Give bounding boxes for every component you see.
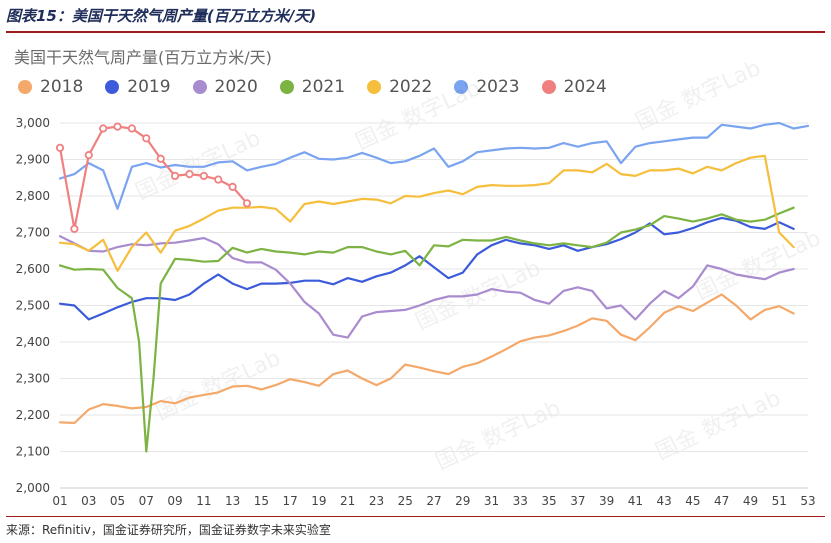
x-tick-label: 07	[139, 494, 154, 508]
data-point-2024	[185, 170, 194, 179]
watermark-text: 国金 数字Lab	[432, 396, 565, 476]
legend-item-2022: 2022	[367, 77, 432, 97]
x-tick-label: 37	[570, 494, 585, 508]
legend-item-2020: 2020	[192, 77, 258, 97]
y-tick-label: 2,300	[16, 372, 50, 386]
chart-title: 美国干天然气周产量(百万立方米/天)	[14, 48, 272, 67]
x-tick-label: 11	[196, 494, 211, 508]
x-tick-label: 51	[772, 494, 787, 508]
legend-item-2018: 2018	[18, 77, 83, 97]
y-tick-label: 2,000	[16, 481, 50, 495]
chart-legend: 2018 2019 2020 2021 2022 2023 2024	[18, 77, 629, 97]
y-tick-label: 2,400	[16, 335, 50, 349]
legend-item-2019: 2019	[105, 77, 171, 97]
legend-swatch	[192, 80, 207, 94]
series-line-2021	[58, 206, 795, 453]
x-tick-label: 13	[225, 494, 240, 508]
data-point-2024	[214, 175, 223, 184]
data-point-2024	[127, 124, 137, 133]
x-tick-label: 41	[628, 494, 643, 508]
watermark-text: 国金 数字Lab	[152, 346, 285, 426]
x-tick-label: 53	[800, 494, 815, 508]
legend-label: 2018	[40, 77, 84, 97]
x-tick-label: 19	[311, 494, 326, 508]
x-tick-label: 15	[254, 494, 269, 508]
series-line-2018	[58, 293, 795, 425]
legend-label: 2021	[301, 77, 346, 97]
data-point-2024	[113, 122, 122, 131]
x-tick-label: 03	[81, 494, 96, 508]
y-tick-label: 2,100	[16, 445, 50, 459]
data-point-2024	[99, 124, 108, 133]
legend-swatch	[105, 80, 120, 94]
series-line-2020	[58, 235, 795, 339]
y-tick-label: 2,500	[16, 299, 50, 313]
data-point-2024	[228, 182, 237, 191]
title-rule	[6, 31, 825, 33]
x-tick-label: 27	[426, 494, 441, 508]
legend-swatch	[279, 80, 294, 94]
x-tick-label: 01	[52, 494, 67, 508]
x-tick-label: 47	[714, 494, 729, 508]
legend-label: 2022	[389, 77, 433, 97]
x-tick-label: 21	[340, 494, 355, 508]
x-tick-label: 43	[657, 494, 672, 508]
x-tick-label: 25	[398, 494, 413, 508]
legend-swatch	[367, 80, 382, 94]
data-point-2024	[142, 134, 151, 143]
y-tick-label: 2,900	[16, 153, 50, 167]
legend-label: 2024	[563, 77, 607, 97]
x-tick-label: 45	[685, 494, 700, 508]
x-tick-label: 33	[513, 494, 528, 508]
watermark-text: 国金 数字Lab	[652, 386, 785, 466]
y-tick-label: 2,200	[16, 408, 50, 422]
source-note: 来源：Refinitiv，国金证券研究所，国金证券数字未来实验室	[6, 523, 331, 537]
y-tick-label: 3,000	[16, 116, 50, 130]
x-tick-label: 35	[541, 494, 556, 508]
series-line-2019	[58, 216, 795, 321]
data-point-2024	[84, 151, 93, 160]
legend-item-2021: 2021	[279, 77, 346, 97]
x-tick-label: 09	[167, 494, 182, 508]
figure-title: 图表15：美国干天然气周产量(百万立方米/天)	[6, 7, 317, 25]
data-point-2024	[170, 171, 180, 181]
legend-label: 2023	[476, 77, 520, 97]
legend-swatch	[541, 80, 556, 94]
source-rule	[6, 516, 825, 517]
data-point-2024	[70, 224, 79, 233]
watermark-text: 国金 数字Lab	[352, 76, 485, 156]
x-tick-label: 29	[455, 494, 470, 508]
x-tick-label: 49	[743, 494, 758, 508]
data-point-2024	[55, 143, 65, 152]
x-tick-label: 17	[283, 494, 298, 508]
x-tick-label: 05	[110, 494, 125, 508]
series-line-2023	[58, 121, 810, 210]
data-point-2024	[156, 154, 165, 163]
legend-item-2023: 2023	[454, 77, 520, 97]
y-tick-label: 2,800	[16, 189, 50, 203]
y-tick-label: 2,700	[16, 226, 50, 240]
legend-swatch	[454, 80, 469, 94]
legend-item-2024: 2024	[541, 77, 607, 97]
x-tick-label: 39	[599, 494, 614, 508]
y-tick-label: 2,600	[16, 262, 50, 276]
data-point-2024	[242, 199, 252, 208]
x-tick-label: 31	[484, 494, 499, 508]
x-tick-label: 23	[369, 494, 384, 508]
legend-label: 2020	[214, 77, 258, 97]
series-line-2022	[58, 154, 795, 272]
legend-label: 2019	[127, 77, 171, 97]
data-point-2024	[199, 171, 208, 181]
legend-swatch	[18, 80, 32, 94]
